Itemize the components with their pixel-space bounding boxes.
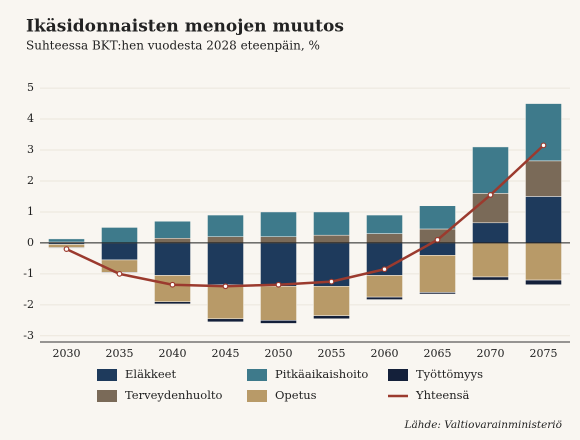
x-tick-label: 2070 — [477, 347, 505, 360]
bar-segment — [366, 214, 403, 234]
x-tick-label: 2055 — [318, 347, 346, 360]
bar-segment — [366, 275, 403, 298]
bar-segment — [419, 205, 456, 230]
x-tick-label: 2035 — [106, 347, 134, 360]
y-tick-label: 0 — [27, 236, 34, 249]
bar-segment — [313, 315, 350, 320]
bar-segment — [419, 242, 456, 256]
x-tick-label: 2040 — [159, 347, 187, 360]
bar-segment — [313, 286, 350, 316]
x-tick-label: 2050 — [265, 347, 293, 360]
bar-segment — [260, 242, 297, 287]
bar-segment — [419, 292, 456, 295]
legend-label: Työttömyys — [416, 367, 483, 381]
legend-swatch — [97, 390, 117, 402]
legend-swatch — [388, 369, 408, 381]
bar-segment — [313, 234, 350, 244]
total-point — [116, 270, 123, 277]
y-tick-label: -1 — [23, 267, 34, 280]
bar-segment — [260, 320, 297, 324]
bar-segment — [472, 222, 509, 244]
bar-segment — [525, 160, 562, 197]
total-point — [169, 281, 176, 288]
legend-swatch — [97, 369, 117, 381]
bar-segment — [525, 196, 562, 244]
bar-segment — [207, 318, 244, 323]
bar-segment — [207, 284, 244, 320]
legend-label: Terveydenhuolto — [125, 388, 222, 402]
legend-label: Opetus — [275, 388, 317, 402]
y-tick-label: 1 — [27, 205, 34, 218]
bar-segment — [419, 255, 456, 293]
bar-segment — [525, 242, 562, 281]
bar-segment — [472, 242, 509, 278]
bar-segment — [207, 236, 244, 244]
total-point — [381, 266, 388, 273]
y-tick-label: 3 — [27, 143, 34, 156]
chart-subtitle: Suhteessa BKT:hen vuodesta 2028 eteenpäi… — [26, 39, 320, 53]
bar-segment — [260, 211, 297, 237]
bar-segment — [472, 146, 509, 194]
bar-segment — [525, 279, 562, 285]
x-tick-label: 2030 — [53, 347, 81, 360]
bar-segment — [366, 233, 403, 244]
bar-segment — [207, 242, 244, 285]
y-tick-label: 2 — [27, 174, 34, 187]
x-tick-label: 2065 — [424, 347, 452, 360]
bar-segment — [154, 275, 191, 302]
total-line — [65, 144, 545, 288]
bar-segment — [101, 259, 138, 273]
total-point — [63, 246, 70, 253]
bar-segment — [101, 242, 138, 261]
legend-swatch — [247, 390, 267, 402]
bar-segment — [154, 220, 191, 239]
bar-segment — [154, 242, 191, 276]
y-tick-label: 4 — [27, 112, 34, 125]
total-point — [275, 281, 282, 288]
source: Lähde: Valtiovarainministeriö — [404, 419, 563, 431]
bar-segment — [472, 276, 509, 281]
total-point — [487, 192, 494, 198]
x-tick-label: 2060 — [371, 347, 399, 360]
total-point — [434, 236, 441, 243]
bar-segment — [101, 227, 138, 244]
bar-segment — [366, 296, 403, 300]
bar-segment — [207, 214, 244, 237]
chart-title: Ikäsidonnaisten menojen muutos — [26, 17, 344, 37]
bar-segment — [154, 238, 191, 244]
bar-segment — [154, 301, 191, 305]
y-tick-label: -3 — [23, 329, 34, 342]
bar-segment — [48, 238, 85, 243]
bar-segment — [472, 193, 509, 224]
total-point — [222, 283, 229, 290]
y-tick-label: -2 — [23, 298, 34, 311]
total-point — [540, 142, 547, 149]
total-point — [328, 278, 335, 285]
bar-segment — [313, 211, 350, 236]
legend-label: Pitkäaikaishoito — [275, 367, 368, 381]
bar-segment — [260, 286, 297, 321]
bar-segment — [260, 236, 297, 244]
bar-segment — [525, 103, 562, 162]
legend-swatch — [247, 369, 267, 381]
legend-label: Yhteensä — [415, 388, 470, 402]
x-tick-label: 2045 — [212, 347, 240, 360]
x-tick-label: 2075 — [530, 347, 558, 360]
y-tick-label: 5 — [27, 81, 34, 94]
legend-label: Eläkkeet — [125, 367, 176, 381]
